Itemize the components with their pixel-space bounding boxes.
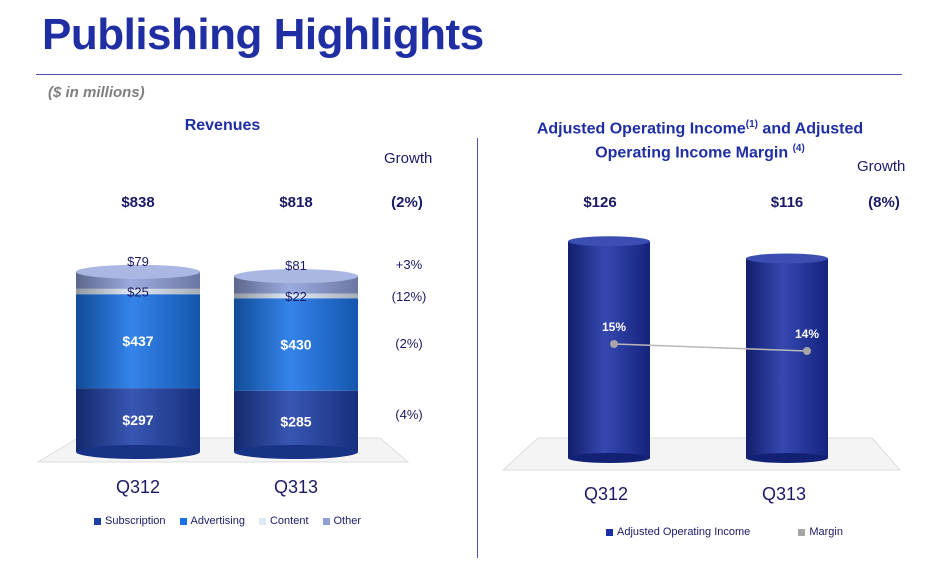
legend-label-aoi: Adjusted Operating Income <box>617 526 751 538</box>
bar-base-q313 <box>234 445 358 459</box>
aoi-title-text: Adjusted Operating Income <box>536 120 746 138</box>
page-title: Publishing Highlights <box>42 10 484 59</box>
aoi-legend: Adjusted Operating Income Margin <box>606 526 857 538</box>
legend-item-subscription: Subscription <box>94 515 166 527</box>
growth-advertising: (2%) <box>395 336 422 351</box>
legend-label-margin: Margin <box>809 526 843 538</box>
margin-point-q312 <box>610 340 618 348</box>
bar-q312-advertising <box>76 294 200 389</box>
revenues-legend: Subscription Advertising Content Other <box>94 515 375 527</box>
total-label-q313: $818 <box>279 194 312 211</box>
legend-item-aoi: Adjusted Operating Income <box>606 526 750 538</box>
x-tick-q312: Q312 <box>116 477 160 497</box>
legend-item-other: Other <box>322 515 362 527</box>
legend-item-margin: Margin <box>798 526 843 538</box>
data-label-q312-content: $25 <box>127 285 149 300</box>
title-divider <box>36 74 902 75</box>
aoi-growth-header: Growth <box>857 158 906 175</box>
legend-item-content: Content <box>258 515 309 527</box>
legend-label-content: Content <box>269 515 309 527</box>
legend-swatch-content <box>258 517 266 525</box>
legend-swatch-advertising <box>179 517 187 525</box>
aoi-title-rest: and Adjusted <box>757 120 864 138</box>
legend-item-advertising: Advertising <box>179 515 245 527</box>
aoi-x-tick-q312: Q312 <box>584 484 628 504</box>
section-divider <box>477 138 478 558</box>
aoi-title-line2: Operating Income Margin <box>595 144 789 162</box>
data-label-q312-subscription: $297 <box>122 412 153 428</box>
aoi-value-label-q312: $126 <box>583 194 616 211</box>
revenues-chart-title: Revenues <box>184 117 261 134</box>
bar-aoi-cap-q312 <box>568 236 650 247</box>
margin-label-q313: 14% <box>795 327 819 341</box>
aoi-chart-title: Adjusted Operating Income(1) and Adjuste… <box>505 115 895 164</box>
data-label-q313-subscription: $285 <box>280 413 311 429</box>
aoi-x-tick-q313: Q313 <box>762 484 806 504</box>
bar-cap-q312 <box>76 264 200 279</box>
aoi-title-footnote: (1) <box>745 119 758 130</box>
revenues-growth-header: Growth <box>384 150 433 167</box>
bar-q312-subscription <box>76 388 200 452</box>
legend-swatch-subscription <box>94 517 101 525</box>
bar-cap-q313 <box>234 269 358 284</box>
x-tick-q313: Q313 <box>274 477 318 497</box>
margin-point-q313 <box>803 347 811 355</box>
data-label-q313-content: $22 <box>285 289 307 304</box>
bar-aoi-base-q312 <box>568 453 650 463</box>
bar-q312-content <box>76 288 200 295</box>
data-label-q313-other: $81 <box>285 258 307 273</box>
aoi-title-line2-footnote: (4) <box>792 143 805 155</box>
legend-label-advertising: Advertising <box>190 515 245 527</box>
bar-q313-content <box>234 293 358 299</box>
bar-q313-advertising <box>234 298 358 391</box>
bar-aoi-cap-q313 <box>746 253 828 264</box>
bar-q313-subscription <box>234 390 358 452</box>
bar-aoi-q313 <box>746 258 828 458</box>
aoi-chart-floor <box>501 437 902 471</box>
bar-aoi-q312 <box>568 241 650 458</box>
growth-other: +3% <box>396 257 423 272</box>
data-label-q313-advertising: $430 <box>280 337 311 353</box>
total-growth-label: (2%) <box>391 194 423 211</box>
legend-label-subscription: Subscription <box>105 515 166 527</box>
bar-base-q312 <box>76 445 200 459</box>
growth-subscription: (4%) <box>395 407 422 422</box>
aoi-value-label-q313: $116 <box>771 194 804 211</box>
data-label-q312-advertising: $437 <box>122 333 153 349</box>
data-label-q312-other: $79 <box>127 254 149 269</box>
aoi-total-growth-label: (8%) <box>868 194 900 211</box>
legend-swatch-margin <box>798 528 806 536</box>
legend-swatch-other <box>322 517 330 525</box>
bar-aoi-base-q313 <box>746 453 828 463</box>
legend-label-other: Other <box>333 515 362 527</box>
growth-content: (12%) <box>392 289 427 304</box>
page-subtitle: ($ in millions) <box>48 84 145 101</box>
margin-line <box>613 343 808 352</box>
legend-swatch-aoi <box>606 528 613 536</box>
total-label-q312: $838 <box>121 194 154 211</box>
margin-label-q312: 15% <box>602 320 626 334</box>
